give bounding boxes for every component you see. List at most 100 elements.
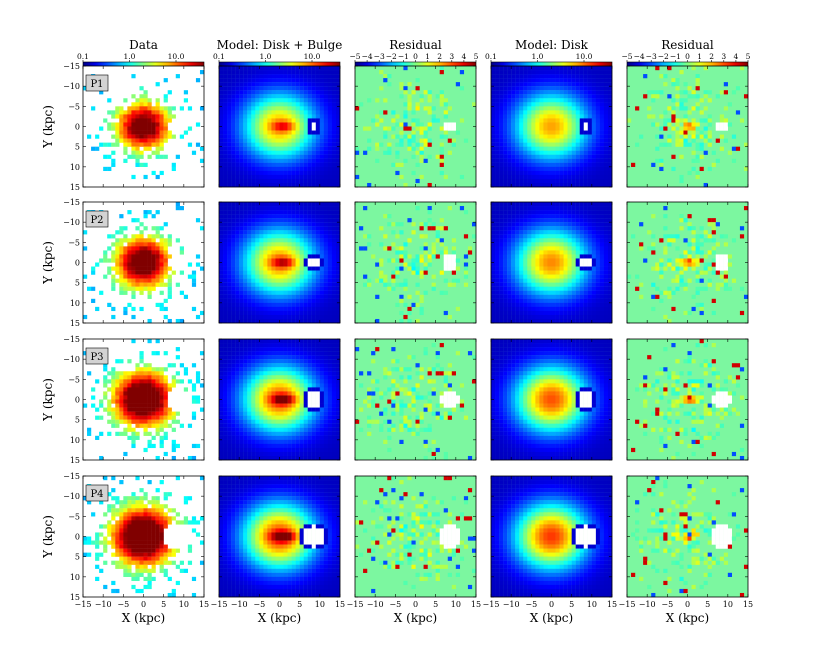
heatmap-cell: [255, 178, 260, 184]
heatmap-cell: [675, 134, 680, 139]
heatmap-cell: [219, 146, 224, 151]
heatmap-cell: [395, 162, 400, 167]
heatmap-cell: [231, 118, 236, 123]
heatmap-cell: [159, 278, 164, 283]
heatmap-cell: [155, 282, 160, 287]
heatmap-cell: [367, 242, 372, 247]
heatmap-cell: [575, 250, 580, 255]
heatmap-cell: [271, 102, 276, 107]
heatmap-cell: [543, 142, 548, 147]
heatmap-cell: [579, 170, 584, 176]
heatmap-cell: [323, 118, 329, 123]
heatmap-cell: [539, 142, 544, 147]
heatmap-cell: [315, 234, 320, 239]
heatmap-cell: [251, 146, 256, 151]
heatmap-cell: [531, 126, 536, 131]
heatmap-cell: [275, 122, 280, 127]
heatmap-cell: [291, 166, 296, 172]
heatmap-cell: [375, 318, 380, 324]
heatmap-cell: [583, 98, 588, 103]
heatmap-cell: [283, 278, 288, 283]
heatmap-cell: [551, 278, 556, 283]
heatmap-cell: [319, 246, 325, 251]
heatmap-cell: [535, 130, 540, 135]
heatmap-cell: [575, 262, 580, 267]
heatmap-cell: [155, 234, 160, 239]
heatmap-cell: [591, 90, 597, 95]
heatmap-cell: [603, 278, 609, 283]
heatmap-cell: [315, 102, 320, 107]
heatmap-cell: [287, 282, 292, 287]
heatmap-cell: [247, 274, 252, 279]
heatmap-cell: [323, 138, 329, 143]
heatmap-cell: [415, 270, 420, 275]
heatmap-cell: [423, 158, 428, 163]
heatmap-cell: [139, 258, 144, 263]
heatmap-cell: [563, 162, 568, 167]
heatmap-cell: [299, 218, 304, 223]
heatmap-cell: [323, 238, 329, 243]
heatmap-cell: [379, 86, 384, 91]
heatmap-cell: [655, 158, 660, 163]
heatmap-cell: [543, 218, 548, 223]
heatmap-cell: [535, 262, 540, 267]
heatmap-cell: [651, 98, 656, 103]
heatmap-cell: [439, 162, 444, 167]
heatmap-cell: [99, 142, 104, 147]
heatmap-cell: [523, 222, 528, 227]
heatmap-cell: [287, 158, 292, 163]
heatmap-cell: [435, 234, 440, 239]
colorbar-tick-label: −2: [386, 52, 397, 61]
heatmap-cell: [535, 94, 540, 99]
heatmap-cell: [287, 162, 292, 167]
heatmap-cell: [163, 254, 168, 259]
heatmap-cell: [251, 270, 256, 275]
heatmap-cell: [503, 74, 508, 79]
heatmap-cell: [335, 126, 341, 131]
heatmap-cell: [507, 294, 512, 299]
heatmap-cell: [507, 206, 512, 211]
heatmap-cell: [311, 146, 316, 151]
heatmap-cell: [507, 290, 512, 295]
heatmap-cell: [607, 86, 613, 91]
heatmap-cell: [235, 250, 240, 255]
heatmap-cell: [431, 254, 436, 259]
heatmap-cell: [527, 218, 532, 223]
heatmap-cell: [319, 274, 325, 279]
heatmap-cell: [327, 294, 333, 299]
heatmap-cell: [559, 82, 564, 87]
heatmap-cell: [603, 310, 609, 316]
heatmap-cell: [271, 158, 276, 163]
heatmap-cell: [583, 226, 588, 231]
heatmap-cell: [523, 306, 528, 312]
heatmap-cell: [259, 310, 264, 316]
heatmap-cell: [123, 118, 128, 123]
heatmap-cell: [507, 122, 512, 127]
heatmap-cell: [111, 250, 116, 255]
heatmap-cell: [543, 290, 548, 295]
heatmap-cell: [607, 134, 613, 139]
heatmap-cell: [307, 174, 312, 180]
heatmap-cell: [547, 306, 552, 312]
heatmap-cell: [243, 266, 248, 271]
heatmap-cell: [531, 278, 536, 283]
heatmap-cell: [303, 126, 308, 131]
heatmap-cell: [515, 174, 520, 180]
heatmap-cell: [219, 134, 224, 139]
heatmap-cell: [571, 214, 576, 219]
heatmap-cell: [311, 250, 316, 255]
heatmap-cell: [707, 134, 712, 139]
heatmap-cell: [251, 110, 256, 115]
heatmap-cell: [263, 94, 268, 99]
heatmap-cell: [511, 302, 516, 308]
heatmap-cell: [567, 138, 572, 143]
heatmap-cell: [123, 158, 128, 163]
heatmap-cell: [295, 166, 300, 172]
heatmap-cell: [503, 222, 508, 227]
heatmap-cell: [539, 306, 544, 312]
heatmap-cell: [243, 290, 248, 295]
heatmap-cell: [531, 146, 536, 151]
heatmap-cell: [291, 182, 296, 188]
heatmap-cell: [319, 182, 325, 188]
heatmap-cell: [531, 110, 536, 115]
